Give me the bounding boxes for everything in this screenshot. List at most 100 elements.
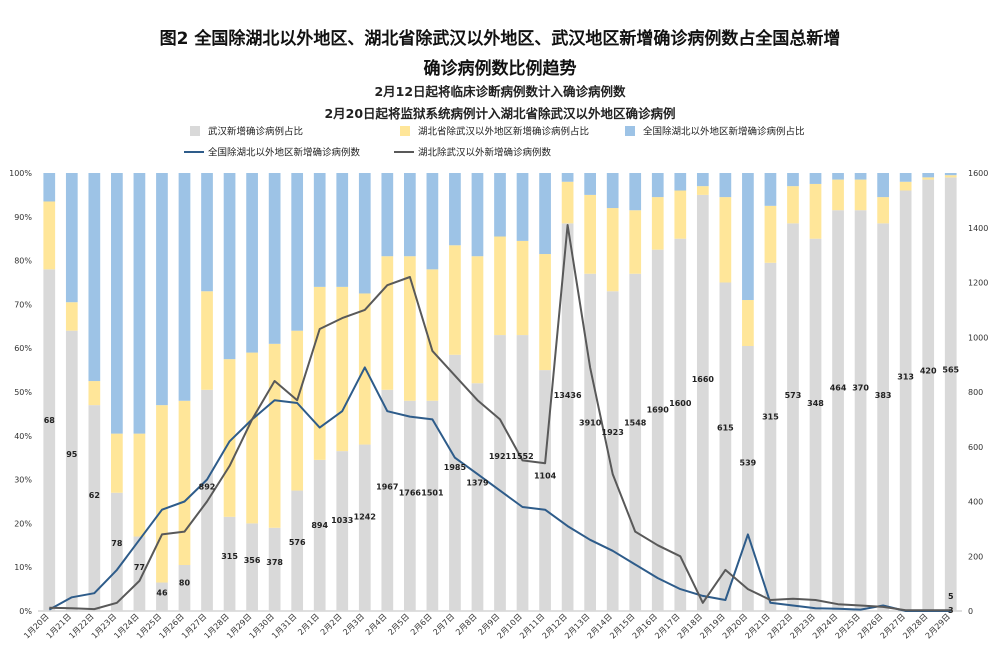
- data-label-extra: 5: [948, 592, 954, 601]
- y-left-tick-label: 60%: [14, 344, 32, 353]
- y-left-tick-label: 70%: [14, 300, 32, 309]
- data-label: 62: [89, 491, 100, 500]
- bar-segment: [651, 249, 664, 611]
- data-label: 348: [807, 399, 824, 408]
- data-label: 1690: [647, 405, 670, 414]
- data-label: 313: [897, 373, 914, 382]
- x-tick-label: 2月5日: [386, 612, 411, 637]
- legend-swatch: [400, 126, 410, 136]
- y-right-tick-label: 200: [968, 552, 983, 561]
- y-right-tick-label: 400: [968, 498, 983, 507]
- data-label: 1242: [354, 512, 376, 521]
- bar-segment: [403, 400, 416, 611]
- x-tick-label: 2月6日: [409, 612, 434, 637]
- x-tick-label: 2月3日: [341, 612, 366, 637]
- bar-segment: [494, 173, 506, 237]
- bar-segment: [201, 173, 213, 292]
- bar-segment: [719, 173, 732, 198]
- bar-segment: [742, 300, 754, 347]
- bar-segment: [201, 291, 213, 390]
- chart-subtitle-line1: 2月12日起将临床诊断病例数计入确诊病例数: [374, 84, 626, 99]
- data-label-extra: 3: [948, 606, 954, 615]
- data-label: 892: [199, 482, 216, 491]
- bar-segment: [43, 269, 56, 611]
- data-label: 464: [830, 384, 847, 393]
- y-left-tick-label: 0%: [19, 607, 32, 616]
- bar-segment: [65, 302, 78, 331]
- legend-label: 湖北省除武汉以外地区新增确诊病例占比: [418, 126, 589, 138]
- data-label: 1985: [444, 463, 467, 472]
- bar-segment: [944, 175, 957, 178]
- bar-segment: [381, 256, 394, 390]
- bar-segment: [178, 565, 191, 611]
- data-label: 573: [785, 391, 802, 400]
- bar-segment: [561, 181, 574, 224]
- bar-segment: [291, 490, 304, 611]
- bar-segment: [111, 433, 123, 493]
- bar-segment: [606, 208, 619, 292]
- bar-segment: [809, 173, 822, 184]
- bar-segment: [223, 359, 236, 517]
- bar-segment: [65, 330, 78, 611]
- bar-segment: [111, 173, 123, 434]
- data-label: 370: [852, 384, 869, 393]
- bar-segment: [899, 190, 912, 611]
- data-label: 1923: [602, 428, 624, 437]
- bar-segment: [516, 173, 529, 241]
- bar-segment: [111, 492, 123, 611]
- y-right-tick-label: 1600: [968, 169, 988, 178]
- y-right-tick-label: 1400: [968, 224, 988, 233]
- data-label: 1552: [511, 452, 533, 461]
- chart-title-line1: 图2 全国除湖北以外地区、湖北省除武汉以外地区、武汉地区新增确诊病例数占全国总新…: [159, 29, 841, 49]
- bar-segment: [877, 197, 889, 224]
- bar-segment: [696, 194, 709, 611]
- y-right-tick-label: 1200: [968, 279, 988, 288]
- bar-segment: [156, 173, 168, 406]
- x-tick-label: 2月2日: [319, 612, 344, 637]
- data-label: 1600: [669, 399, 692, 408]
- bar-segment: [494, 335, 506, 611]
- data-label: 46: [156, 588, 168, 597]
- bar-segment: [268, 343, 281, 528]
- bar-segment: [922, 177, 935, 180]
- y-left-tick-label: 100%: [9, 169, 32, 178]
- bar-segment: [65, 173, 78, 303]
- data-label: 1766: [399, 488, 422, 497]
- bar-segment: [88, 173, 101, 382]
- data-label: 315: [762, 412, 779, 421]
- bar-segment: [291, 173, 304, 331]
- bar-segment: [449, 173, 461, 246]
- bar-segment: [88, 405, 101, 611]
- bar-segment: [246, 173, 258, 353]
- bar-segment: [899, 173, 912, 182]
- data-label: 95: [66, 450, 78, 459]
- bar-segment: [313, 173, 326, 287]
- y-left-tick-label: 30%: [14, 476, 32, 485]
- data-label: 1921: [489, 452, 512, 461]
- bar-segment: [832, 210, 844, 612]
- series-line: [49, 224, 951, 612]
- bar-segment: [43, 173, 56, 202]
- y-left-tick-label: 50%: [14, 388, 32, 397]
- y-left-tick-label: 90%: [14, 213, 32, 222]
- bar-segment: [403, 173, 416, 257]
- bar-segment: [606, 291, 619, 611]
- legend-label: 武汉新增确诊病例占比: [208, 126, 303, 138]
- bar-segment: [922, 173, 935, 178]
- bar-segment: [494, 236, 506, 336]
- bar-segment: [854, 173, 867, 180]
- data-label: 576: [289, 538, 306, 547]
- y-left-tick-label: 80%: [14, 257, 32, 266]
- bar-segment: [516, 335, 529, 611]
- bar-segment: [877, 173, 889, 198]
- data-label: 1104: [534, 472, 557, 481]
- bar-segment: [246, 523, 258, 611]
- x-tick-label: 2月7日: [431, 612, 456, 637]
- bar-segment: [471, 256, 484, 384]
- bar-segment: [674, 190, 687, 239]
- data-label: 77: [134, 563, 145, 572]
- y-right-tick-label: 600: [968, 443, 983, 452]
- bar-segment: [787, 173, 799, 187]
- bar-segment: [133, 536, 146, 611]
- y-right-tick-label: 0: [968, 607, 973, 616]
